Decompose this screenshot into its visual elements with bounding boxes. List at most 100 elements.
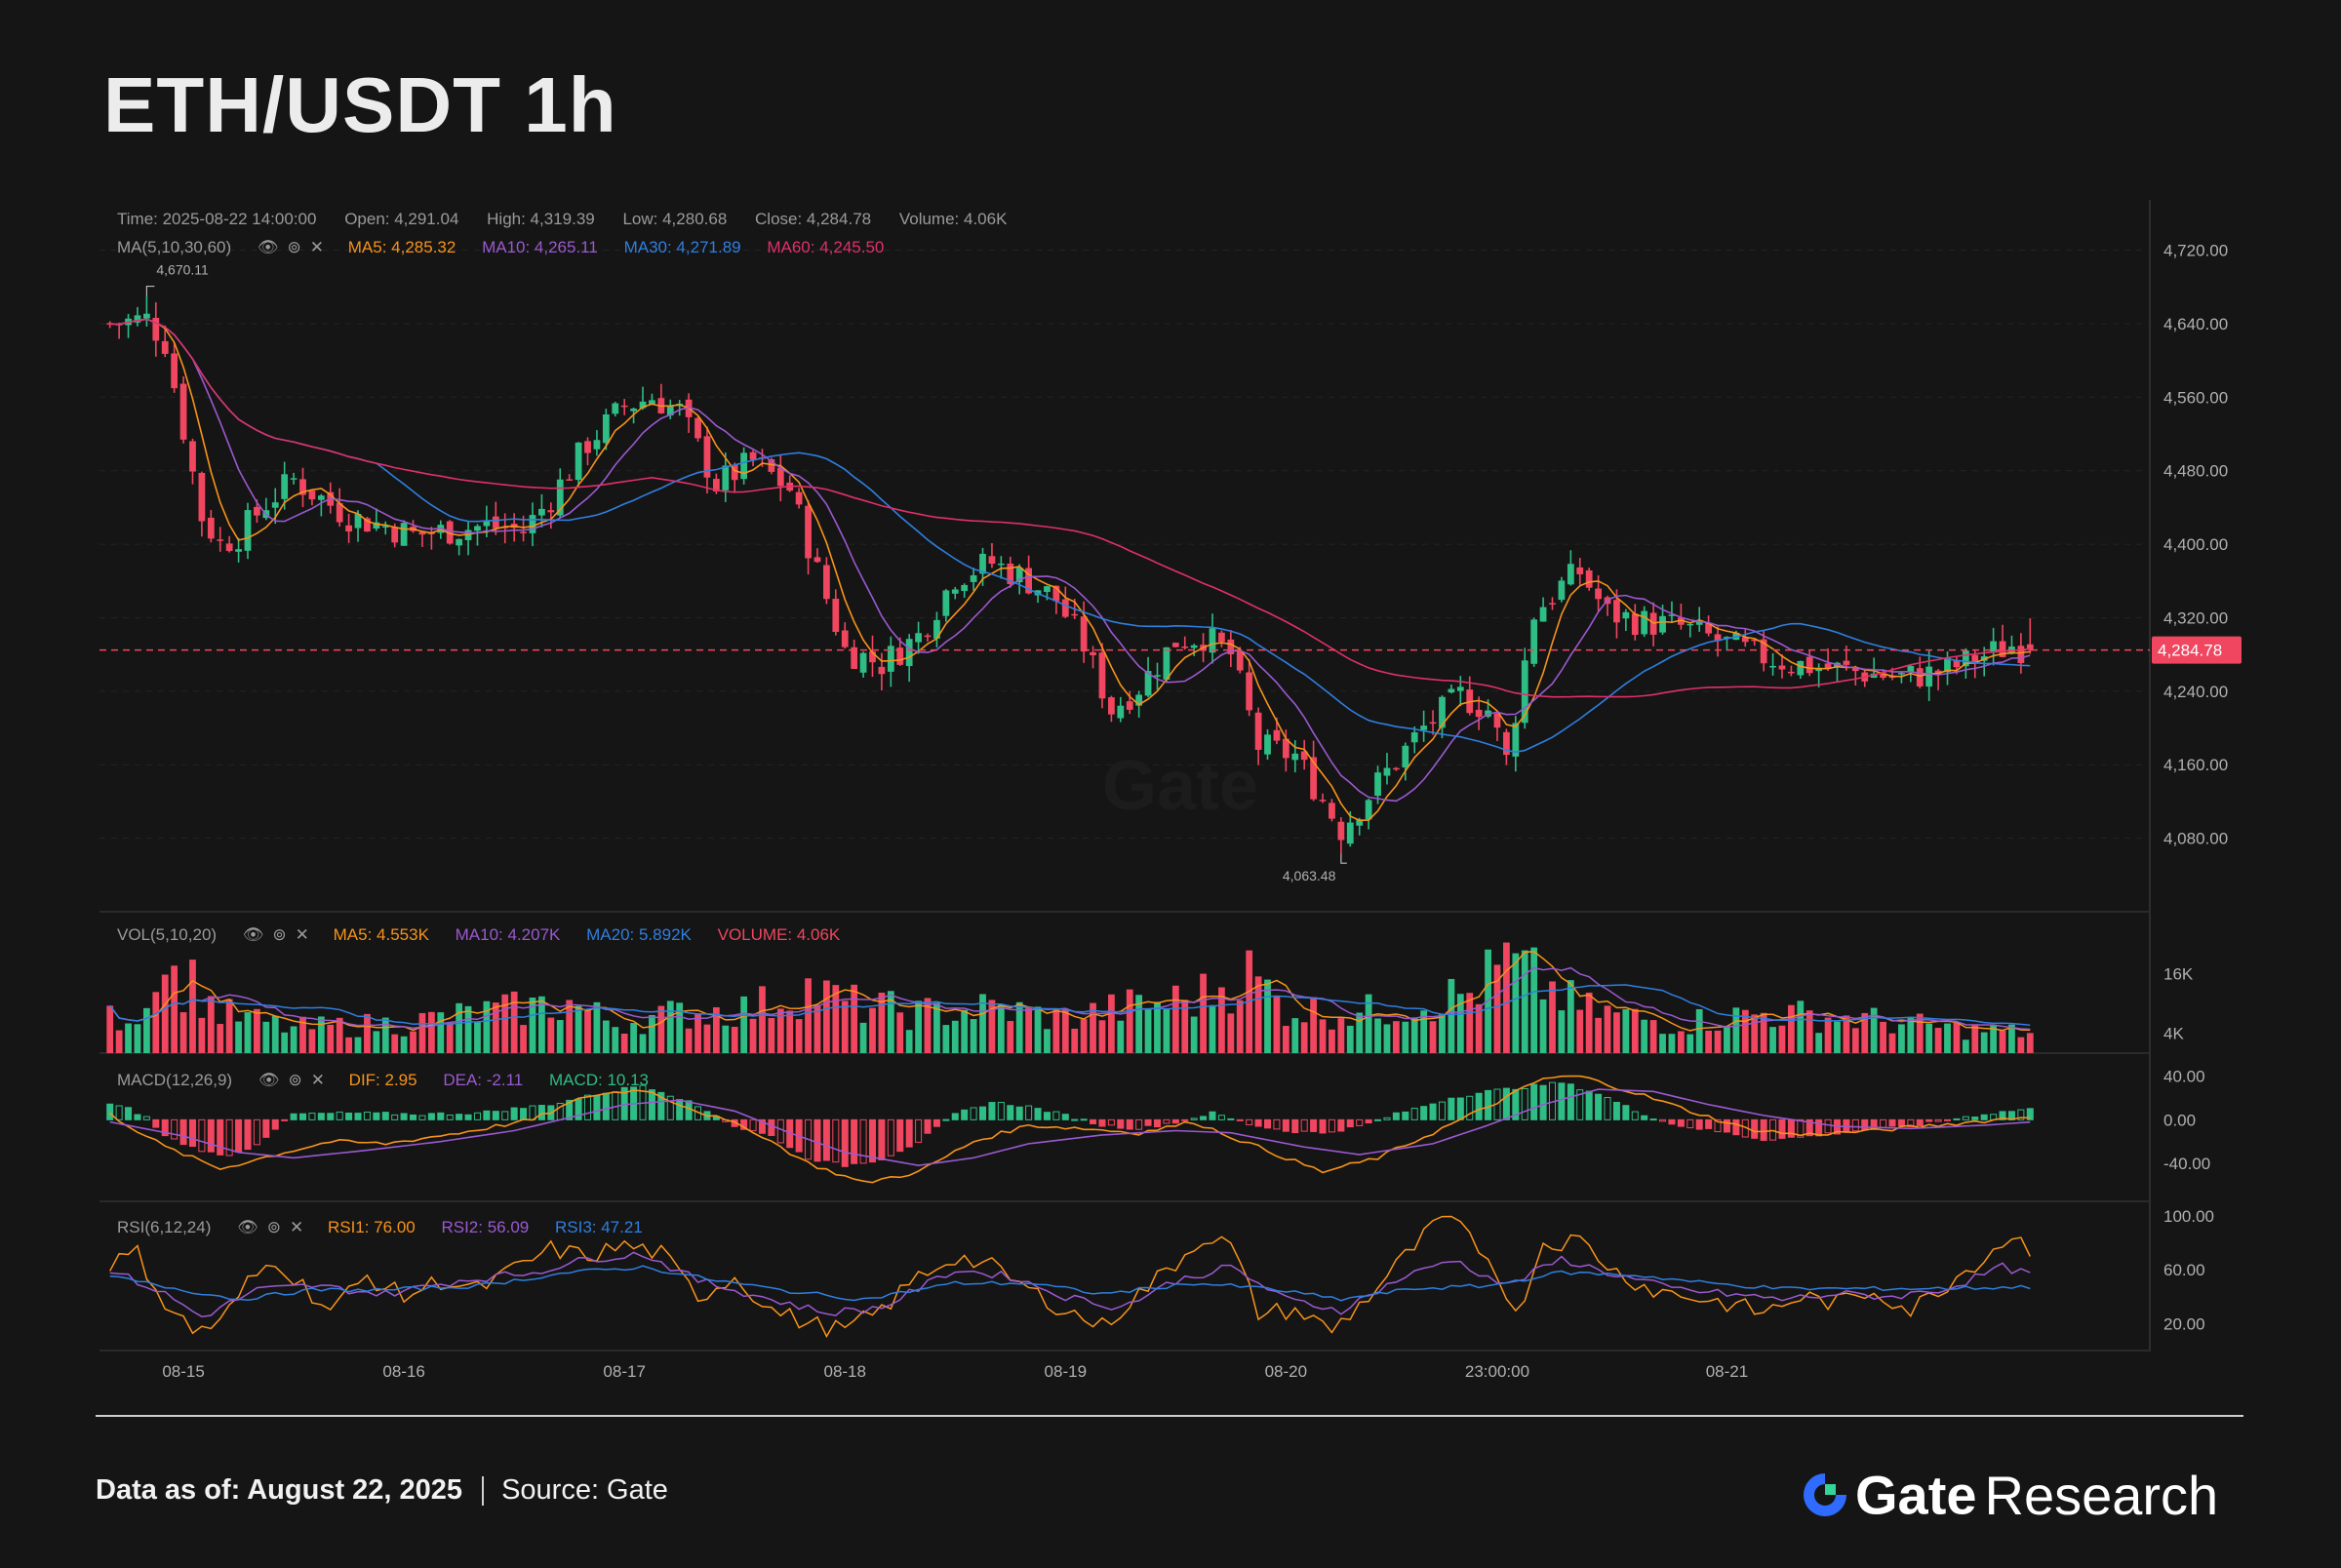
volume-bar	[1429, 1021, 1437, 1053]
volume-bar	[823, 980, 830, 1053]
macd-bar	[1585, 1090, 1593, 1120]
volume-bar	[630, 1023, 637, 1053]
volume-bar	[2008, 1024, 2015, 1053]
volume-bar	[1668, 1034, 1676, 1053]
volume-bar	[905, 1030, 913, 1053]
candle-body	[1171, 643, 1179, 647]
macd-bar	[1880, 1118, 1887, 1128]
macd-bar	[648, 1089, 655, 1120]
close-icon[interactable]: ✕	[295, 925, 309, 944]
macd-dea-line	[109, 1088, 2031, 1167]
volume-bar	[620, 1033, 628, 1053]
macd-bar	[1246, 1118, 1253, 1125]
volume-bar	[1061, 1009, 1069, 1053]
volume-bar	[1797, 1000, 1805, 1053]
candle-body	[538, 508, 545, 516]
candle-body	[1898, 673, 1905, 675]
candle-body	[1788, 671, 1795, 674]
candle-body	[1209, 628, 1216, 653]
eye-icon[interactable]: 👁	[258, 1071, 280, 1089]
candle-body	[1944, 657, 1951, 673]
macd-bar	[1797, 1118, 1805, 1138]
time-tick-label: 23:00:00	[1465, 1362, 1529, 1381]
candle-body	[391, 527, 399, 543]
ohlc-volume: Volume: 4.06K	[898, 210, 1008, 228]
macd-bar	[1410, 1108, 1418, 1120]
volume-bar	[391, 1034, 399, 1053]
volume-bar	[1760, 1012, 1767, 1053]
macd-bar	[776, 1118, 784, 1144]
volume-bar	[134, 1024, 141, 1053]
volume-bar	[896, 1012, 904, 1053]
candle-body	[1071, 613, 1079, 616]
candle-body	[1741, 637, 1749, 643]
macd-bar	[1052, 1111, 1060, 1120]
candle-body	[841, 630, 849, 647]
volume-bar	[859, 1022, 867, 1053]
volume-bar	[1741, 1009, 1749, 1053]
eye-icon[interactable]: 👁	[242, 925, 264, 944]
settings-icon[interactable]: ⊚	[288, 1071, 302, 1089]
volume-bar	[1898, 1024, 1905, 1053]
volume-bar	[2017, 1037, 2025, 1053]
macd-bar	[171, 1118, 179, 1140]
candle-body	[1254, 712, 1262, 750]
candle-body	[1402, 745, 1409, 768]
candle-body	[381, 526, 389, 528]
footer-separator	[482, 1476, 485, 1507]
candle-body	[1851, 667, 1859, 672]
candle-body	[400, 523, 408, 546]
candle-body	[142, 313, 150, 319]
candlestick-chart[interactable]: 4,080.00 4,160.00 4,240.00 4,320.00 4,400.00…	[0, 0, 2341, 1404]
eye-icon[interactable]: 👁	[257, 238, 279, 256]
candle-body	[179, 383, 187, 440]
candle-body	[1659, 615, 1666, 633]
macd-bar	[1732, 1118, 1740, 1136]
volume-bar	[887, 991, 894, 1053]
macd-bar	[1263, 1118, 1272, 1129]
candle-body	[1420, 725, 1428, 730]
macd-bar	[1512, 1088, 1520, 1120]
close-icon[interactable]: ✕	[309, 238, 325, 256]
ohlc-time: Time: 2025-08-22 14:00:00	[117, 210, 317, 228]
eye-icon[interactable]: 👁	[237, 1218, 258, 1236]
settings-icon[interactable]: ⊚	[266, 1218, 281, 1236]
close-icon[interactable]: ✕	[310, 1071, 325, 1089]
volume-bar	[437, 1012, 445, 1053]
volume-bar	[290, 1026, 298, 1053]
macd-bar	[1530, 1083, 1538, 1120]
candle-body	[235, 549, 242, 552]
macd-dif-line	[109, 1075, 2031, 1184]
macd-bar	[225, 1118, 233, 1156]
volume-bar	[666, 1000, 674, 1053]
macd-dea-value: DEA: -2.11	[443, 1071, 524, 1089]
candle-body	[694, 417, 701, 439]
macd-bar	[583, 1094, 592, 1120]
candle-body	[1098, 652, 1106, 699]
candle-body	[1521, 660, 1528, 724]
volume-bar	[1448, 978, 1455, 1053]
candle-body	[1503, 731, 1510, 756]
volume-bar	[1163, 1008, 1170, 1053]
volume-bar	[1052, 1008, 1060, 1053]
settings-icon[interactable]: ⊚	[287, 238, 301, 256]
volume-bar	[612, 1027, 619, 1053]
volume-bar	[142, 1007, 150, 1053]
volume-bar	[924, 998, 932, 1053]
volume-bar	[198, 1017, 206, 1053]
macd-bar	[932, 1118, 940, 1127]
macd-bar	[537, 1105, 545, 1120]
macd-bar	[1760, 1118, 1767, 1141]
volume-bar	[961, 1009, 969, 1053]
settings-icon[interactable]: ⊚	[272, 925, 287, 944]
macd-bar	[1641, 1115, 1648, 1120]
volume-bar	[179, 1012, 187, 1053]
macd-bar	[566, 1099, 574, 1120]
volume-bar	[712, 1006, 720, 1053]
candle-body	[2017, 646, 2025, 664]
candle-body	[612, 403, 619, 414]
close-icon[interactable]: ✕	[289, 1218, 304, 1236]
candle-body	[1585, 569, 1593, 588]
candle-body	[722, 465, 730, 490]
candle-body	[1392, 767, 1400, 770]
